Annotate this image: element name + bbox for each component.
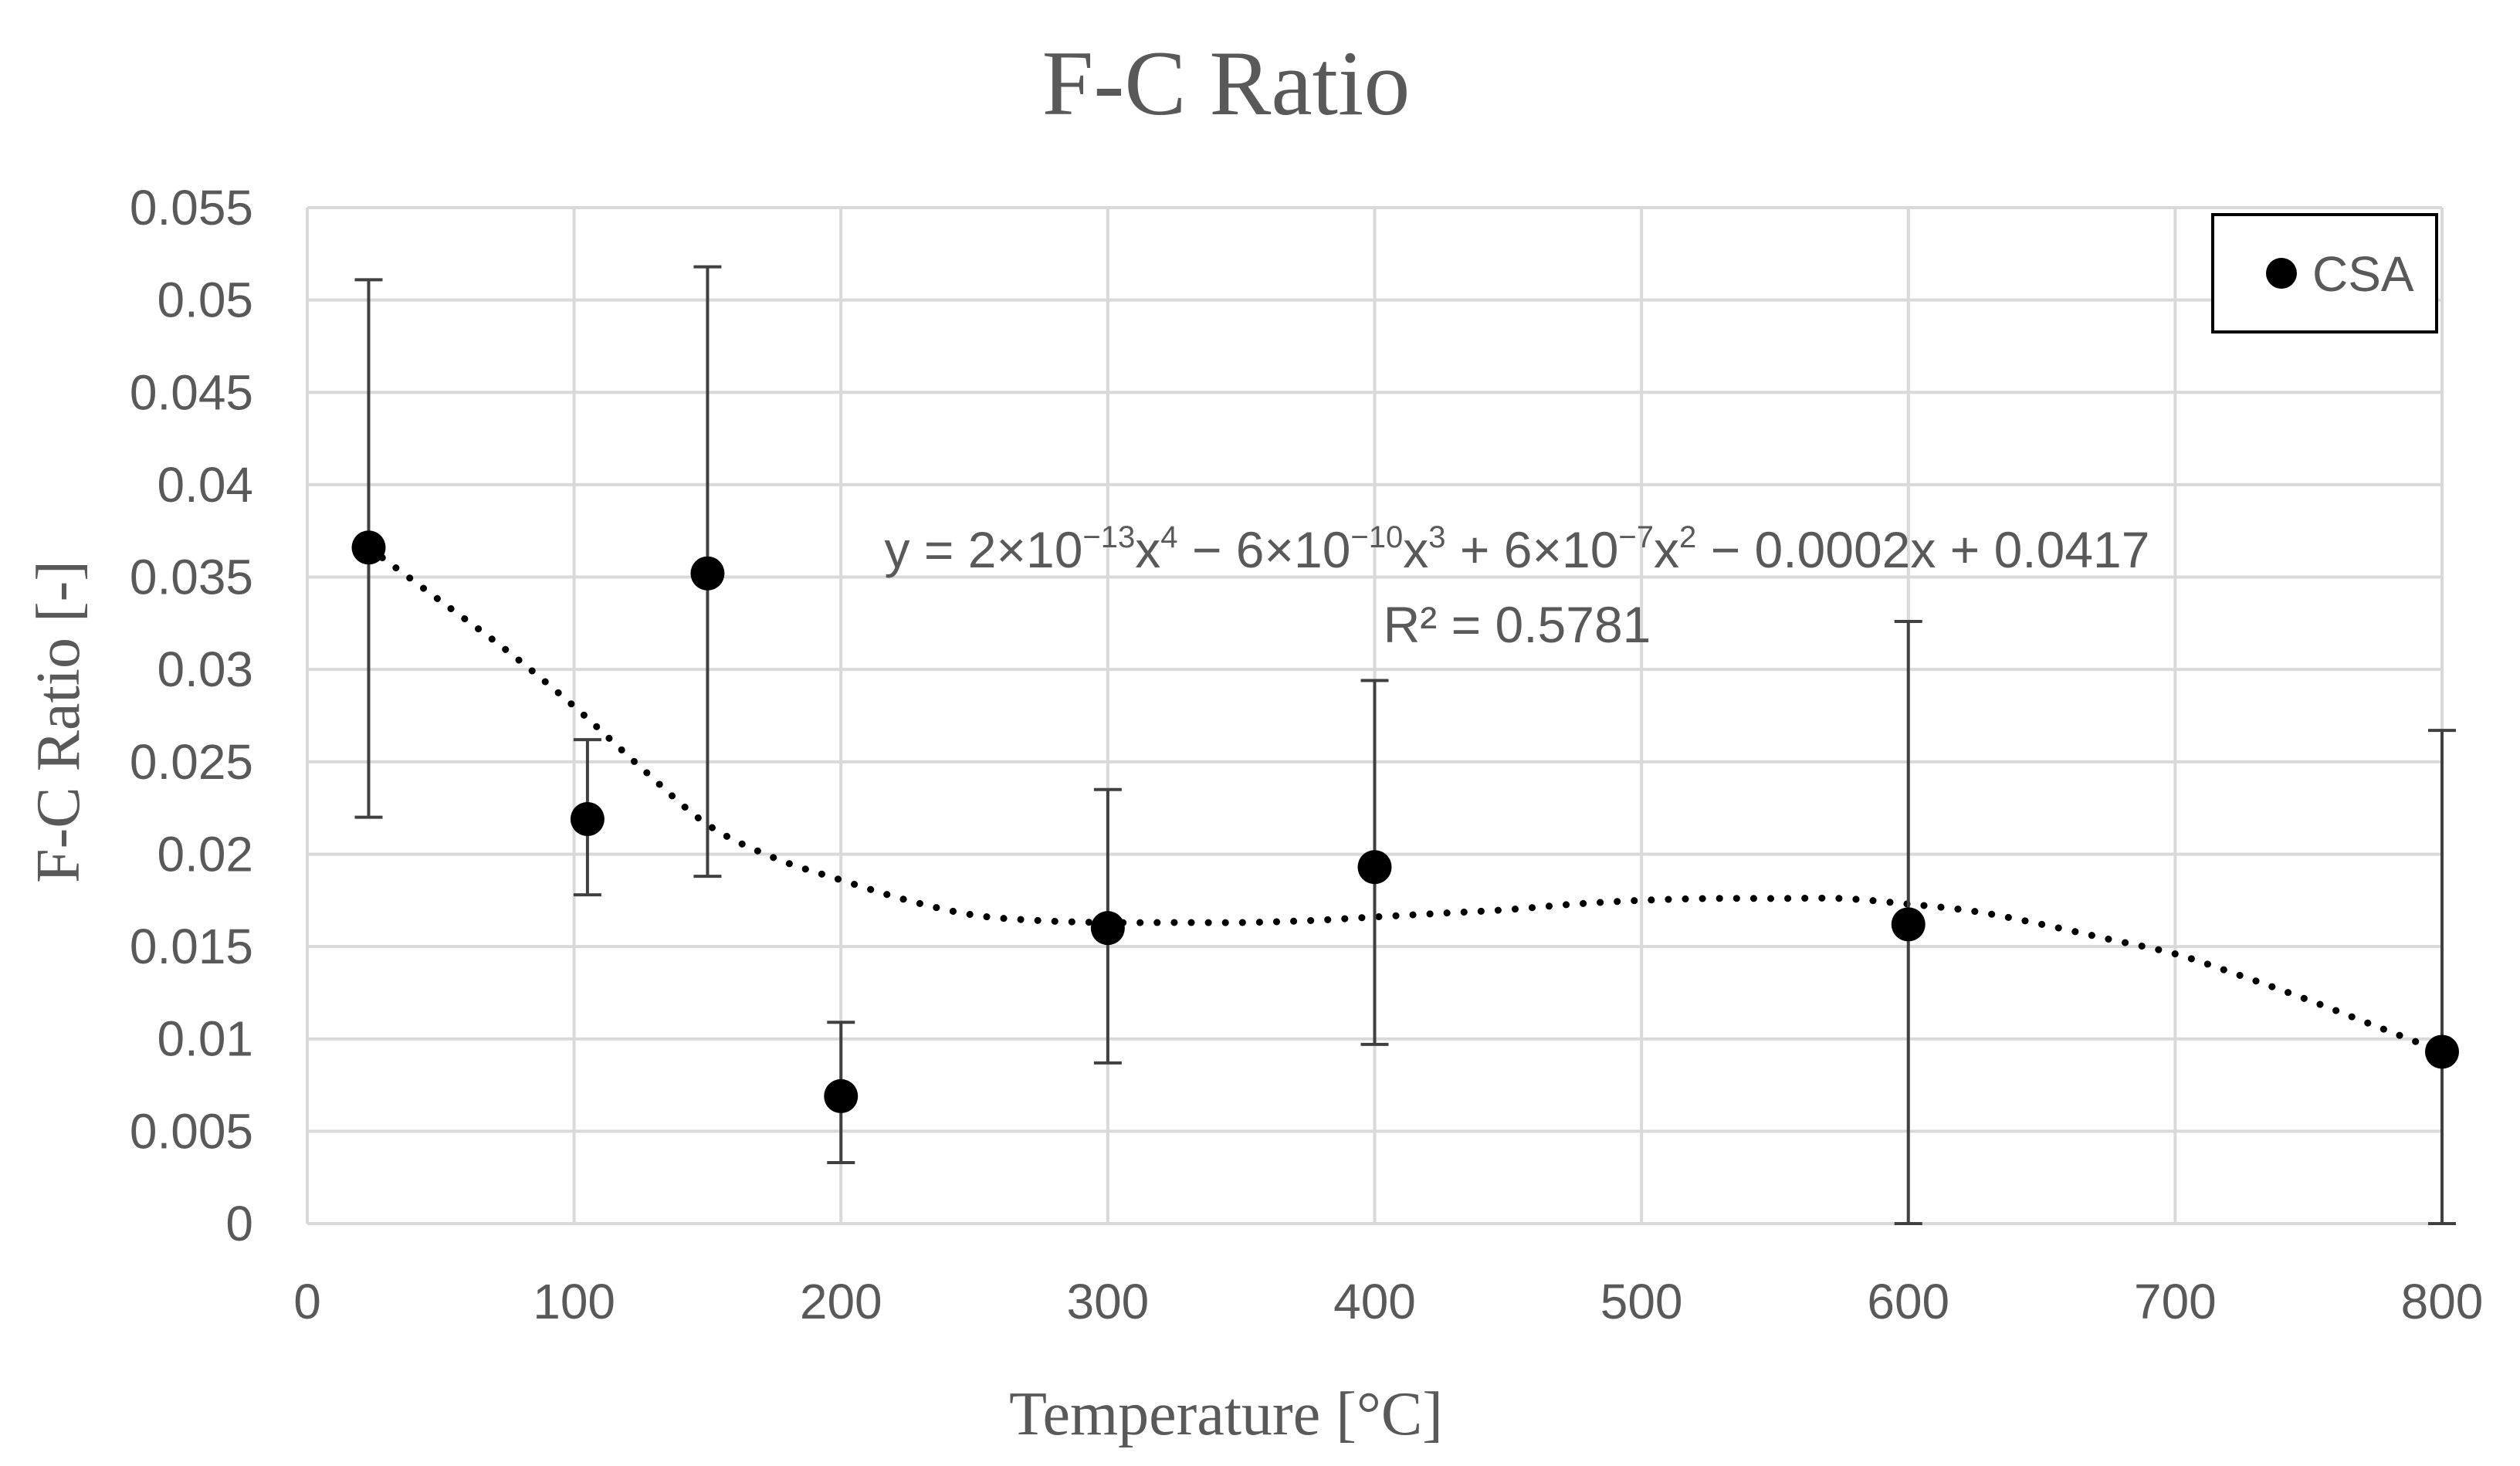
eq-mid2: − 6×10 (1178, 521, 1351, 578)
trendline (364, 543, 2446, 1055)
eq-pow1: 4 (1160, 520, 1177, 554)
y-axis-title: F-C Ratio [-] (25, 560, 93, 883)
y-tick-label-1: 0.005 (130, 1103, 253, 1159)
trendline-equation: y = 2×10−13x4 − 6×10−10x3 + 6×10−7x2 − 0… (885, 520, 2150, 578)
data-point-3 (824, 1078, 859, 1113)
y-axis-tick-labels: 0 0.005 0.01 0.015 0.02 0.025 0.03 0.035 0.04 0.0… (130, 180, 253, 1251)
y-tick-label-7: 0.035 (130, 550, 253, 605)
eq-exp2: −10 (1350, 520, 1403, 554)
x-tick-label-6: 600 (1867, 1274, 1949, 1329)
legend-marker-csa (2266, 258, 2297, 289)
data-points (351, 530, 2459, 1113)
eq-pow3: 2 (1679, 520, 1696, 554)
x-tick-label-4: 400 (1333, 1274, 1416, 1329)
data-point-7 (2425, 1034, 2459, 1069)
data-point-1 (570, 801, 605, 836)
eq-mid5: x (1654, 521, 1679, 578)
x-tick-label-3: 300 (1066, 1274, 1149, 1329)
y-tick-label-8: 0.04 (157, 457, 253, 513)
y-tick-label-2: 0.01 (157, 1011, 253, 1067)
legend-label-csa: CSA (2312, 246, 2414, 302)
legend-box (2211, 213, 2438, 333)
eq-suffix: − 0.0002x + 0.0417 (1696, 521, 2149, 578)
y-tick-label-5: 0.025 (130, 734, 253, 790)
eq-mid4: + 6×10 (1446, 521, 1619, 578)
x-tick-label-2: 200 (800, 1274, 882, 1329)
y-tick-label-11: 0.055 (130, 180, 253, 235)
x-tick-label-0: 0 (293, 1274, 321, 1329)
eq-exp1: −13 (1082, 520, 1135, 554)
x-tick-label-7: 700 (2134, 1274, 2217, 1329)
x-tick-label-8: 800 (2401, 1274, 2484, 1329)
eq-mid3: x (1403, 521, 1428, 578)
y-tick-label-4: 0.02 (157, 826, 253, 882)
eq-prefix: y = 2×10 (885, 521, 1083, 578)
y-tick-label-3: 0.015 (130, 919, 253, 974)
data-point-2 (690, 556, 725, 591)
y-tick-label-0: 0 (225, 1196, 253, 1251)
trendline-path (364, 543, 2446, 1055)
eq-mid1: x (1135, 521, 1160, 578)
y-tick-label-6: 0.03 (157, 642, 253, 697)
eq-exp3: −7 (1618, 520, 1654, 554)
legend: CSA (2211, 213, 2438, 333)
eq-pow2: 3 (1428, 520, 1445, 554)
data-point-0 (351, 530, 386, 565)
x-tick-label-1: 100 (533, 1274, 615, 1329)
chart-title: F-C Ratio (1042, 32, 1411, 134)
error-bar-7 (2428, 729, 2456, 1225)
y-tick-label-9: 0.045 (130, 364, 253, 420)
x-axis-tick-labels: 0 100 200 300 400 500 600 700 800 (293, 1274, 2483, 1329)
r-squared-label: R² = 0.5781 (1384, 596, 1651, 653)
data-point-6 (1891, 907, 1926, 942)
x-tick-label-5: 500 (1600, 1274, 1683, 1329)
data-point-5 (1357, 850, 1392, 885)
y-tick-label-10: 0.05 (157, 273, 253, 328)
data-point-4 (1090, 911, 1125, 946)
x-axis-title: Temperature [°C] (1009, 1380, 1443, 1448)
